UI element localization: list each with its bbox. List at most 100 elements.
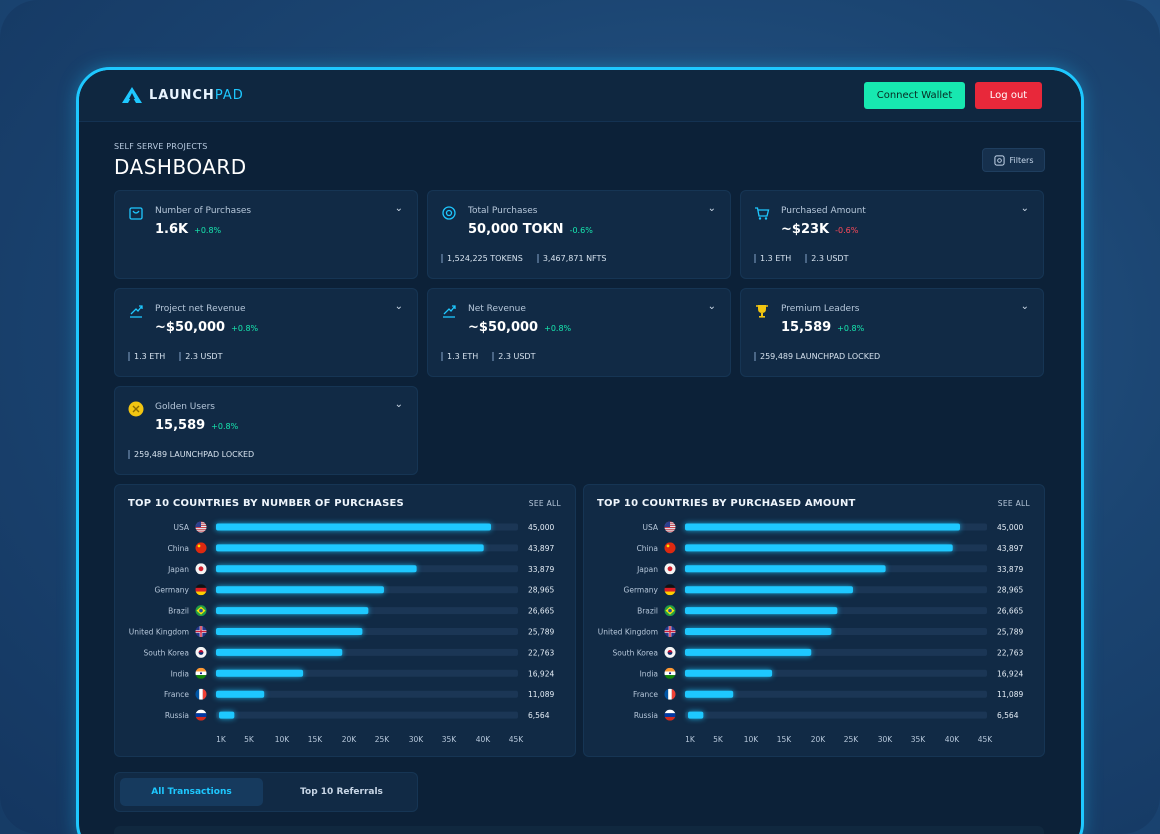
country-label: India — [171, 669, 189, 678]
filters-button[interactable]: Filters — [982, 148, 1045, 172]
x-tick-label: 25K — [375, 735, 391, 744]
tab-all-transactions[interactable]: All Transactions — [120, 778, 263, 806]
bar-row: Russia 6,564 — [165, 709, 550, 721]
x-tick-label: 5K — [713, 735, 724, 744]
x-tick-label: 25K — [844, 735, 860, 744]
x-tick-label: 5K — [244, 735, 255, 744]
flag-icon — [195, 688, 207, 700]
connect-wallet-button[interactable]: Connect Wallet — [864, 82, 965, 109]
x-tick-label: 30K — [409, 735, 425, 744]
bar-value-label: 26,665 — [997, 607, 1023, 616]
stat-card[interactable]: Net Revenue ~$50,000 +0.8% ⌄ 1.3 ETH 2.3 USDT — [427, 288, 731, 377]
x-tick-label: 10K — [275, 735, 291, 744]
bar[interactable] — [685, 523, 960, 531]
bar[interactable] — [685, 607, 838, 615]
stat-value-row: ~$50,000 +0.8% — [155, 320, 258, 335]
bar-row: United Kingdom 25,789 — [598, 626, 1023, 637]
see-all-link[interactable]: SEE ALL — [997, 499, 1030, 508]
flag-icon — [195, 605, 207, 617]
bar-value-label: 28,965 — [528, 586, 554, 595]
stat-change: -0.6% — [569, 226, 593, 235]
flag-icon — [664, 584, 676, 596]
x-tick-label: 1K — [685, 735, 696, 744]
stat-change: +0.8% — [231, 324, 259, 333]
chevron-down-icon[interactable]: ⌄ — [394, 399, 403, 410]
bar-row: Germany 28,965 — [624, 584, 1023, 596]
x-tick-label: 35K — [911, 735, 927, 744]
bar[interactable] — [685, 628, 832, 635]
filters-label: Filters — [1009, 155, 1034, 165]
bar[interactable] — [216, 607, 369, 615]
bar[interactable] — [216, 565, 417, 573]
country-label: USA — [642, 523, 658, 532]
stat-card[interactable]: Number of Purchases 1.6K +0.8% ⌄ — [114, 190, 418, 279]
stat-value-row: ~$50,000 +0.8% — [468, 320, 571, 335]
flag-icon — [195, 709, 207, 721]
bar[interactable] — [685, 544, 953, 552]
chevron-down-icon[interactable]: ⌄ — [707, 301, 716, 312]
chevron-down-icon[interactable]: ⌄ — [707, 203, 716, 214]
chart-panel-purchases: TOP 10 COUNTRIES BY NUMBER OF PURCHASES … — [114, 484, 576, 757]
bar[interactable] — [216, 628, 363, 635]
country-label: Brazil — [168, 607, 189, 616]
bar[interactable] — [685, 565, 886, 573]
chart-up-icon — [443, 305, 456, 318]
bar[interactable] — [685, 586, 853, 594]
stat-card[interactable]: Golden Users 15,589 +0.8% ⌄ 259,489 LAUNCHPA… — [114, 386, 418, 475]
bar[interactable] — [216, 544, 484, 552]
bar-value-label: 26,665 — [528, 607, 554, 616]
stat-value-row: 15,589 +0.8% — [155, 418, 238, 433]
bar-row: South Korea 22,763 — [144, 646, 554, 658]
flag-icon — [664, 542, 676, 554]
stat-card[interactable]: Premium Leaders 15,589 +0.8% ⌄ 259,489 LAUNC… — [740, 288, 1044, 377]
chevron-down-icon[interactable]: ⌄ — [1020, 203, 1029, 214]
bar-value-label: 6,564 — [997, 711, 1019, 720]
bar-row: India 16,924 — [171, 667, 554, 679]
chevron-down-icon[interactable]: ⌄ — [394, 203, 403, 214]
bar-value-label: 22,763 — [528, 648, 554, 657]
flag-icon — [195, 542, 207, 554]
stat-sub-value: 2.3 USDT — [492, 352, 535, 361]
bar[interactable] — [685, 648, 812, 656]
stat-card[interactable]: Purchased Amount ~$23K -0.6% ⌄ 1.3 ETH 2.3 US… — [740, 190, 1044, 279]
bar[interactable] — [219, 711, 235, 719]
bar[interactable] — [688, 711, 704, 719]
logo[interactable]: LAUNCHPAD — [121, 86, 244, 104]
filter-icon — [993, 154, 1005, 166]
bar[interactable] — [216, 648, 343, 656]
flag-icon — [664, 646, 676, 658]
stat-subs: 1.3 ETH 2.3 USDT — [754, 254, 848, 263]
shopping-bag-icon — [129, 207, 143, 220]
tab-top-referrals[interactable]: Top 10 Referrals — [300, 787, 383, 797]
country-label: Germany — [624, 586, 659, 595]
stat-label: Purchased Amount — [781, 206, 866, 216]
transactions-table-top — [114, 826, 1044, 834]
flag-icon — [664, 626, 676, 637]
flag-icon — [664, 605, 676, 617]
x-tick-label: 1K — [216, 735, 227, 744]
stat-value: ~$23K — [781, 222, 830, 237]
bar[interactable] — [685, 669, 773, 677]
chevron-down-icon[interactable]: ⌄ — [394, 301, 403, 312]
bar-row: China 43,897 — [637, 542, 1023, 554]
flag-icon — [664, 667, 676, 679]
bar-track — [216, 690, 518, 698]
stat-card[interactable]: Total Purchases 50,000 TOKN -0.6% ⌄ 1,524,22… — [427, 190, 731, 279]
bar-row: Brazil 26,665 — [168, 605, 554, 617]
bar[interactable] — [216, 523, 491, 531]
bar-value-label: 25,789 — [528, 628, 554, 637]
chevron-down-icon[interactable]: ⌄ — [1020, 301, 1029, 312]
see-all-link[interactable]: SEE ALL — [528, 499, 561, 508]
top-bar: LAUNCHPAD Connect Wallet Log out — [79, 70, 1081, 122]
bar[interactable] — [685, 690, 734, 698]
bar[interactable] — [216, 690, 265, 698]
page-subtitle: SELF SERVE PROJECTS — [114, 142, 208, 151]
country-label: United Kingdom — [129, 628, 189, 637]
stat-card[interactable]: Project net Revenue ~$50,000 +0.8% ⌄ 1.3 ETH… — [114, 288, 418, 377]
chart-title: TOP 10 COUNTRIES BY PURCHASED AMOUNT — [597, 498, 856, 509]
bar[interactable] — [216, 669, 304, 677]
x-tick-label: 15K — [308, 735, 324, 744]
bar[interactable] — [216, 586, 384, 594]
bar-value-label: 25,789 — [997, 628, 1023, 637]
logout-button[interactable]: Log out — [975, 82, 1042, 109]
